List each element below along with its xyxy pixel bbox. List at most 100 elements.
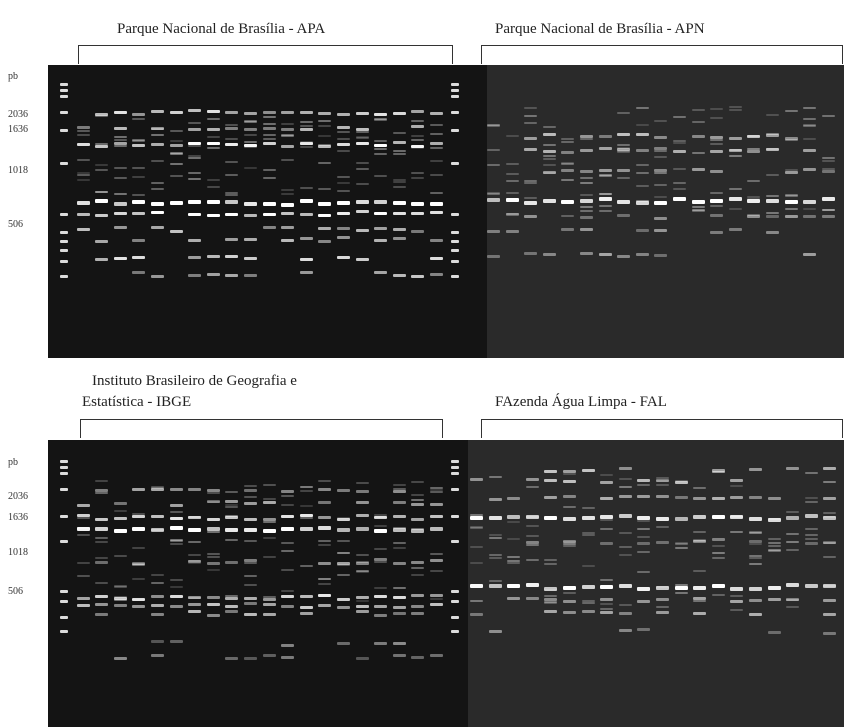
dna-band [113,517,127,520]
dna-band-faint [804,471,818,474]
dna-band-faint [767,537,781,540]
dna-band [637,587,651,591]
dna-band [318,145,332,148]
dna-band [525,478,539,481]
dna-band [710,170,724,173]
dna-band [262,226,276,229]
dna-band [766,134,779,137]
dna-band-faint [487,125,500,128]
dna-band [132,113,146,116]
dna-band [524,148,538,151]
dna-band-faint [598,193,612,196]
ladder-size-1636-top: 1636 [8,124,28,135]
ladder-band [60,231,68,234]
dna-band [821,215,835,218]
dna-band-faint [803,208,817,211]
dna-band-faint [281,134,295,137]
dna-band [132,515,146,518]
dna-band-faint [804,497,818,500]
dna-band [711,584,725,588]
dna-band-faint [188,515,202,518]
dna-band [488,498,502,501]
ladder-band [60,213,68,216]
dna-band [784,215,798,218]
dna-band-faint [618,553,632,556]
dna-band-faint [411,177,425,180]
dna-band-faint [151,128,164,131]
dna-band-faint [113,555,127,558]
dna-band [563,600,576,603]
dna-band-faint [132,167,146,170]
dna-band [244,238,257,241]
dna-band [76,213,90,216]
dna-band [656,598,669,601]
dna-band [580,228,593,231]
dna-band-faint [487,192,500,195]
dna-band-faint [244,496,257,499]
dna-band-faint [225,505,239,508]
dna-band [580,216,593,219]
dna-band [374,529,388,533]
dna-band-faint [524,196,538,199]
ladder-band [60,472,68,475]
dna-band [411,212,425,215]
dna-band-faint [169,129,183,132]
dna-band [151,202,164,206]
ladder-band [60,95,68,98]
ladder-band [450,540,459,543]
dna-band-faint [803,117,817,120]
dna-band-faint [188,172,202,175]
dna-band-faint [823,512,837,515]
ladder-band [450,89,459,92]
dna-band-faint [561,161,575,164]
dna-band-faint [656,483,669,486]
dna-band [262,598,276,601]
dna-band [113,142,127,145]
dna-band [392,274,406,277]
dna-band [151,515,164,518]
dna-band [823,497,837,500]
dna-band [392,596,406,599]
dna-band-faint [637,571,651,574]
dna-band [206,518,220,521]
dna-band [600,481,614,484]
dna-band-faint [132,578,146,581]
dna-band [244,274,257,277]
dna-band-faint [206,135,220,138]
dna-band [656,479,669,482]
dna-band [355,229,369,232]
dna-band-faint [244,575,257,578]
dna-band-faint [525,525,539,527]
dna-band [151,226,164,229]
dna-band-faint [617,150,631,153]
dna-band-faint [299,489,313,492]
dna-band [392,201,406,205]
dna-band [281,128,295,131]
dna-band [392,228,406,231]
dna-band-faint [169,539,183,542]
ladder-band [60,515,68,518]
dna-band-faint [299,485,313,488]
dna-band [355,200,369,204]
dna-band [411,202,425,206]
bracket-apa [78,45,453,64]
dna-band [710,231,724,234]
dna-band-faint [76,172,90,175]
dna-band [206,255,220,258]
dna-band [76,514,90,517]
dna-band-faint [786,511,800,514]
dna-band [711,497,725,500]
dna-band-faint [76,173,90,176]
dna-band [188,596,202,599]
dna-band-faint [487,124,500,127]
dna-band [355,501,369,504]
dna-band [598,169,612,172]
dna-band-faint [823,585,837,588]
dna-band-faint [430,146,443,149]
dna-band-faint [804,528,818,531]
dna-band [132,488,146,491]
dna-band-faint [262,177,276,180]
dna-band-faint [244,140,257,143]
dna-band [823,599,837,602]
dna-band-faint [711,470,725,473]
